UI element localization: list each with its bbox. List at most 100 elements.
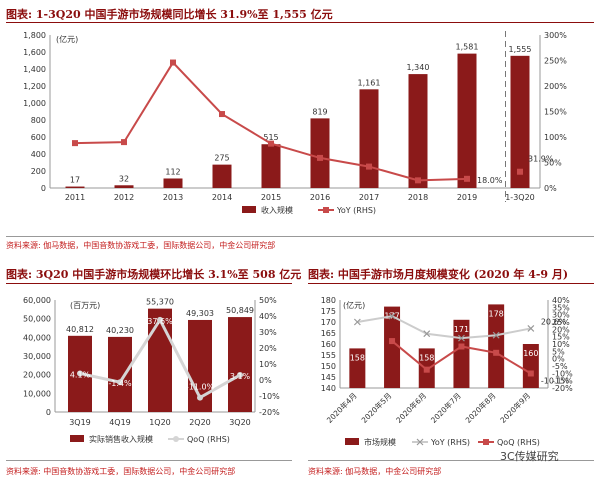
legend-label: YoY (RHS)	[430, 438, 470, 447]
y2-tick-label: 40%	[259, 312, 277, 321]
y2-tick-label: -15%	[552, 377, 573, 386]
bar	[108, 336, 132, 412]
y2-tick-label: 10%	[259, 360, 277, 369]
bar	[408, 74, 428, 188]
bottom-left-chart-source: 资料来源: 中国音数协游戏工委，国际数据公司，中金公司研究部	[6, 467, 236, 476]
y-tick-label: 1,600	[23, 48, 46, 57]
bar-data-label: 160	[523, 349, 538, 358]
x-tick-label: 2012	[114, 193, 134, 202]
line-marker	[197, 394, 203, 401]
y2-tick-label: 300%	[544, 31, 567, 40]
legend-swatch-marker	[173, 436, 179, 442]
y-tick-label: 800	[31, 116, 46, 125]
bar-data-label: 819	[312, 107, 327, 116]
line-marker	[219, 111, 225, 118]
line-marker	[366, 163, 372, 170]
x-tick-label: 2016	[310, 193, 330, 202]
line-marker	[527, 325, 535, 332]
y-tick-label: 1,000	[23, 99, 46, 108]
y2-tick-label: 0%	[552, 355, 565, 364]
y2-tick-label: 50%	[544, 159, 562, 168]
y2-tick-label: 100%	[544, 133, 567, 142]
x-tick-label: 2020年8月	[463, 390, 498, 425]
bar	[65, 186, 85, 188]
x-tick-label: 2020年7月	[428, 390, 463, 425]
y-axis-unit-label: (亿元)	[56, 34, 78, 44]
y2-tick-label: 25%	[552, 318, 570, 327]
bar	[310, 118, 330, 188]
bar-data-label: 32	[119, 174, 129, 183]
y2-tick-label: 40%	[552, 296, 570, 305]
bar-data-label: 515	[263, 133, 278, 142]
bar	[114, 185, 134, 188]
line-marker	[527, 370, 534, 377]
legend-swatch-bar	[242, 206, 256, 213]
y-tick-label: 165	[321, 329, 336, 338]
x-tick-label: 3Q20	[229, 418, 251, 427]
legend-swatch-marker	[323, 207, 329, 213]
x-tick-label: 2014	[212, 193, 232, 202]
line-marker	[388, 312, 396, 320]
y-tick-label: 145	[321, 373, 336, 382]
bar	[359, 89, 379, 188]
line-marker	[458, 343, 465, 350]
line-marker	[423, 330, 431, 338]
bar-data-label: 158	[350, 353, 365, 362]
line-marker	[268, 140, 274, 147]
x-tick-label: 2017	[359, 193, 379, 202]
bar-data-label: 275	[214, 154, 229, 163]
bar-data-label: 1,555	[509, 45, 532, 54]
bottom-left-source-rule	[6, 460, 292, 461]
bar	[148, 308, 172, 412]
bar	[384, 306, 401, 388]
line-data-label: 18.0%	[477, 176, 503, 185]
x-tick-label: 2Q20	[189, 418, 211, 427]
x-tick-label: 4Q19	[109, 418, 131, 427]
series-line	[357, 315, 532, 340]
y2-tick-label: 200%	[544, 82, 567, 91]
line-marker	[317, 154, 323, 161]
y-tick-label: 1,200	[23, 82, 46, 91]
y-tick-label: 0	[41, 184, 46, 193]
bar-data-label: 1,581	[456, 43, 479, 52]
line-data-label: 3.1%	[230, 372, 251, 381]
bottom-right-chart-source: 资料来源: 伽马数据，中金公司研究部	[308, 467, 442, 476]
x-tick-label: 1Q20	[149, 418, 171, 427]
legend-label: QoQ (RHS)	[497, 438, 540, 447]
line-marker	[423, 366, 430, 373]
x-tick-label: 1-3Q20	[505, 193, 535, 202]
y-tick-label: 40,000	[23, 333, 51, 342]
line-marker	[464, 175, 470, 182]
y-axis-unit-label: (亿元)	[343, 300, 365, 310]
y2-tick-label: 0%	[259, 376, 272, 385]
y-tick-label: 155	[321, 351, 336, 360]
legend-swatch-bar	[70, 435, 84, 442]
line-marker	[353, 318, 361, 326]
bottom-left-chart-title: 图表: 3Q20 中国手游市场规模环比增长 3.1%至 508 亿元	[6, 268, 302, 281]
bar	[228, 317, 252, 412]
line-marker	[517, 168, 523, 175]
y2-tick-label: -5%	[552, 362, 568, 371]
y-axis-unit-label: (百万元)	[70, 301, 100, 310]
y2-tick-label: 50%	[259, 296, 277, 305]
line-marker	[458, 334, 465, 342]
bar-data-label: 40,230	[106, 326, 134, 335]
x-tick-label: 2018	[408, 193, 428, 202]
y-tick-label: 0	[46, 408, 51, 417]
y-tick-label: 170	[321, 318, 336, 327]
y2-tick-label: 35%	[552, 303, 570, 312]
line-marker	[492, 331, 500, 339]
y-tick-label: 1,400	[23, 65, 46, 74]
top-title-rule	[6, 22, 594, 23]
top-chart-source: 资料来源: 伽马数据，中国音数协游戏工委，国际数据公司，中金公司研究部	[6, 241, 276, 250]
bar-data-label: 112	[165, 167, 180, 176]
legend-label: 市场规模	[364, 437, 396, 447]
y-tick-label: 50,000	[23, 315, 51, 324]
y2-tick-label: -20%	[552, 384, 573, 393]
legend-label: QoQ (RHS)	[187, 435, 230, 444]
bar-data-label: 171	[454, 325, 469, 334]
bar-data-label: 178	[489, 309, 504, 318]
line-data-label: 31.9%	[528, 155, 554, 164]
y2-tick-label: -10%	[259, 392, 280, 401]
